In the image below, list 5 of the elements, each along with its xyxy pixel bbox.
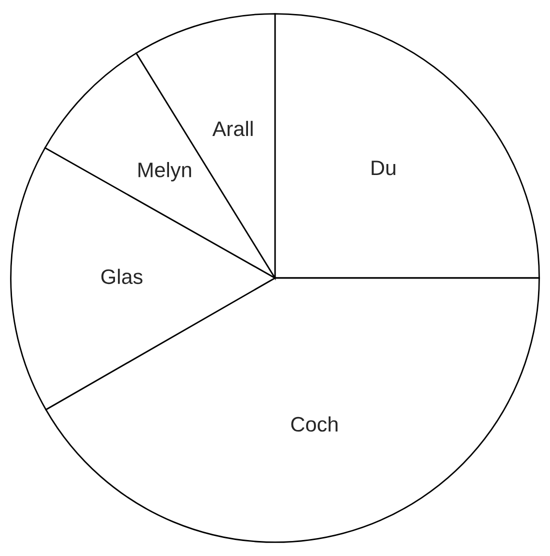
slice-label: Glas [101, 268, 142, 284]
slice-label: Arall [212, 120, 253, 136]
slice-label: Melyn [138, 162, 192, 182]
slice-label: Du [372, 160, 396, 176]
slice-label: Coch [291, 416, 338, 432]
